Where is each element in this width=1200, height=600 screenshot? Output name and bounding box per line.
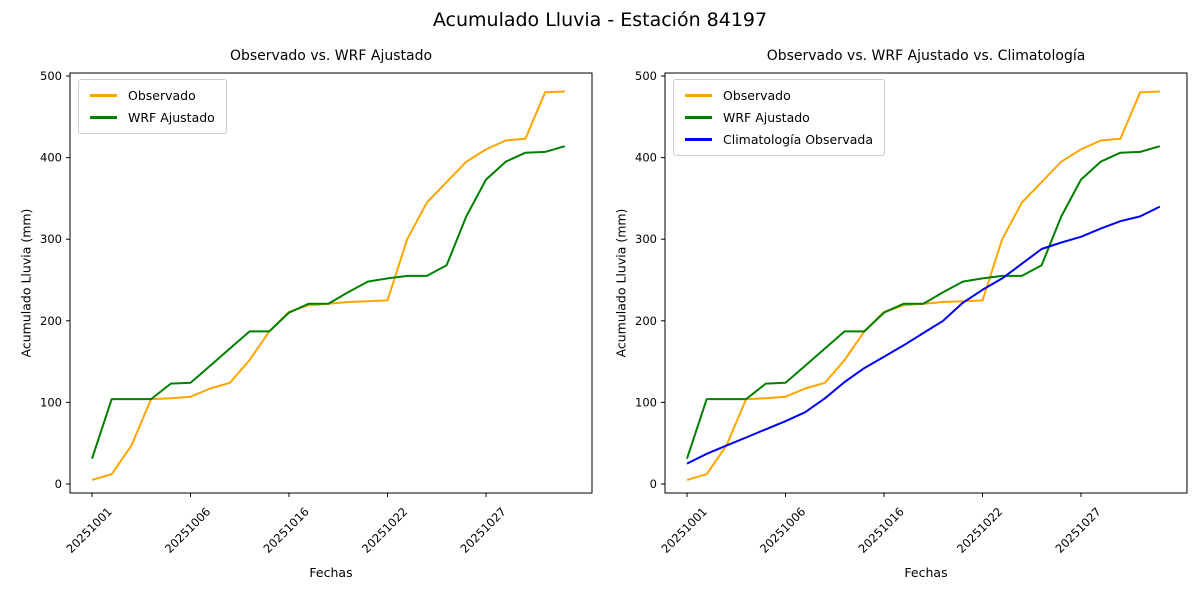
legend-label: Observado: [723, 88, 791, 103]
x-tick-label: 20251016: [856, 505, 907, 556]
right-subplot-title: Observado vs. WRF Ajustado vs. Climatolo…: [766, 48, 1086, 64]
y-tick-label: 500: [635, 69, 657, 83]
x-tick-label: 20251006: [757, 505, 808, 556]
legend-entry: Observado: [90, 88, 215, 103]
right-plot-area: 0 100 200 300 400 500 20251001 20251006 20251016…: [635, 69, 1188, 556]
right-x-axis-label: Fechas: [904, 565, 948, 580]
left-subplot-title: Observado vs. WRF Ajustado: [229, 48, 433, 64]
legend-entry: WRF Ajustado: [685, 110, 873, 125]
y-tick-label: 100: [635, 395, 657, 409]
legend-entry: WRF Ajustado: [90, 110, 215, 125]
right-y-axis-label: Acumulado Lluvia (mm): [613, 208, 629, 358]
x-tick-label: 20251022: [954, 505, 1005, 556]
legend-label: Observado: [128, 88, 196, 103]
x-tick-label: 20251027: [1053, 505, 1104, 556]
x-tick-label: 20251001: [659, 505, 710, 556]
y-tick-label: 0: [55, 477, 62, 491]
legend-line-swatch: [685, 138, 712, 141]
x-tick-label: 20251001: [64, 505, 115, 556]
legend-entry: Climatología Observada: [685, 132, 873, 147]
left-x-axis-label: Fechas: [309, 565, 353, 580]
right-legend: Observado WRF Ajustado Climatología Observ…: [673, 79, 885, 156]
legend-line-swatch: [685, 94, 712, 97]
left-legend: Observado WRF Ajustado: [78, 79, 227, 134]
legend-line-swatch: [90, 94, 117, 97]
x-tick-label: 20251016: [261, 505, 312, 556]
y-tick-label: 500: [40, 69, 62, 83]
y-tick-label: 300: [635, 232, 657, 246]
left-plot-area: 0 100 200 300 400 500 20251001 20251006 20251016…: [40, 69, 593, 556]
y-tick-label: 100: [40, 395, 62, 409]
x-tick-label: 20251027: [458, 505, 509, 556]
legend-entry: Observado: [685, 88, 873, 103]
legend-label: WRF Ajustado: [723, 110, 810, 125]
legend-label: WRF Ajustado: [128, 110, 215, 125]
x-tick-label: 20251006: [162, 505, 213, 556]
series-line-observado: [91, 90, 565, 481]
legend-line-swatch: [90, 116, 117, 119]
y-tick-label: 300: [40, 232, 62, 246]
series-line-climatología-observada: [686, 205, 1161, 465]
y-tick-label: 400: [635, 151, 657, 165]
series-line-wrf-ajustado: [91, 145, 566, 460]
legend-line-swatch: [685, 116, 712, 119]
y-tick-label: 0: [650, 477, 657, 491]
y-tick-label: 200: [635, 314, 657, 328]
axes-frame: [69, 72, 593, 494]
left-y-axis-label: Acumulado Lluvia (mm): [18, 208, 34, 358]
axes-frame: [664, 72, 1188, 494]
legend-label: Climatología Observada: [723, 132, 873, 147]
y-tick-label: 400: [40, 151, 62, 165]
series-line-wrf-ajustado: [686, 145, 1161, 460]
figure-title: Acumulado Lluvia - Estación 84197: [432, 9, 768, 31]
x-tick-label: 20251022: [359, 505, 410, 556]
y-tick-label: 200: [40, 314, 62, 328]
